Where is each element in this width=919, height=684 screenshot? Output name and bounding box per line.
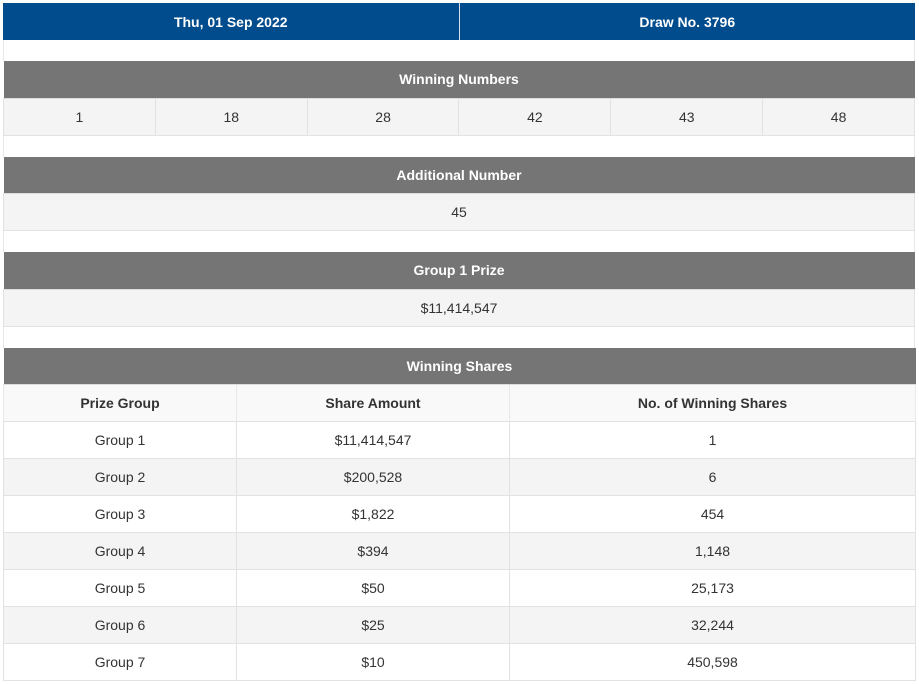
column-header-share-amount: Share Amount	[236, 384, 510, 422]
spacer	[3, 135, 915, 157]
group1-prize-table: Group 1 Prize $11,414,547	[3, 252, 915, 327]
prize-group-cell: Group 7	[3, 643, 237, 681]
winning-number: 43	[610, 98, 764, 136]
share-amount-cell: $1,822	[236, 495, 510, 533]
winning-number: 48	[762, 98, 915, 136]
prize-group-cell: Group 4	[3, 532, 237, 570]
winning-shares-cell: 454	[508, 495, 917, 533]
table-row: Group 1 $11,414,547 1	[3, 421, 917, 459]
draw-number: Draw No. 3796	[459, 3, 915, 40]
winning-shares-cell: 32,244	[508, 606, 917, 644]
table-row: Group 6 $25 32,244	[3, 606, 917, 644]
share-amount-cell: $200,528	[236, 458, 510, 496]
prize-group-cell: Group 3	[3, 495, 237, 533]
share-amount-cell: $25	[236, 606, 510, 644]
table-row: Group 3 $1,822 454	[3, 495, 917, 533]
winning-shares-cell: 1	[508, 421, 917, 459]
winning-number: 18	[155, 98, 308, 136]
winning-numbers-title: Winning Numbers	[3, 61, 915, 99]
share-amount-cell: $394	[236, 532, 510, 570]
prize-group-cell: Group 6	[3, 606, 237, 644]
winning-numbers-table: Winning Numbers 1 18 28 42 43 48	[3, 61, 915, 136]
winning-shares-cell: 450,598	[508, 643, 917, 681]
additional-number-title: Additional Number	[3, 156, 915, 194]
table-row: Group 2 $200,528 6	[3, 458, 917, 496]
winning-shares-title: Winning Shares	[3, 347, 916, 385]
prize-group-cell: Group 1	[3, 421, 237, 459]
additional-number-value: 45	[3, 193, 915, 231]
prize-group-cell: Group 2	[3, 458, 237, 496]
winning-shares-cell: 1,148	[508, 532, 917, 570]
group1-prize-value: $11,414,547	[3, 289, 915, 327]
table-row: Group 5 $50 25,173	[3, 569, 917, 607]
prize-group-cell: Group 5	[3, 569, 237, 607]
table-row: Group 4 $394 1,148	[3, 532, 917, 570]
spacer	[3, 231, 915, 252]
additional-number-table: Additional Number 45	[3, 156, 915, 231]
share-amount-cell: $10	[236, 643, 510, 681]
column-header-prize-group: Prize Group	[3, 384, 237, 422]
column-header-winning-shares: No. of Winning Shares	[508, 384, 917, 422]
winning-number: 42	[458, 98, 612, 136]
winning-number: 1	[3, 98, 156, 136]
spacer	[3, 40, 915, 61]
share-amount-cell: $11,414,547	[236, 421, 510, 459]
winning-shares-cell: 6	[508, 458, 917, 496]
winning-shares-table: Winning Shares Prize Group Share Amount …	[3, 347, 917, 681]
table-row: Group 7 $10 450,598	[3, 643, 917, 681]
winning-number: 28	[307, 98, 460, 136]
draw-header-table: Thu, 01 Sep 2022 Draw No. 3796	[3, 3, 915, 40]
draw-date: Thu, 01 Sep 2022	[3, 3, 460, 40]
share-amount-cell: $50	[236, 569, 510, 607]
results-container: Thu, 01 Sep 2022 Draw No. 3796 Winning N…	[3, 3, 917, 681]
group1-prize-title: Group 1 Prize	[3, 252, 915, 290]
spacer	[3, 326, 915, 348]
winning-shares-cell: 25,173	[508, 569, 917, 607]
